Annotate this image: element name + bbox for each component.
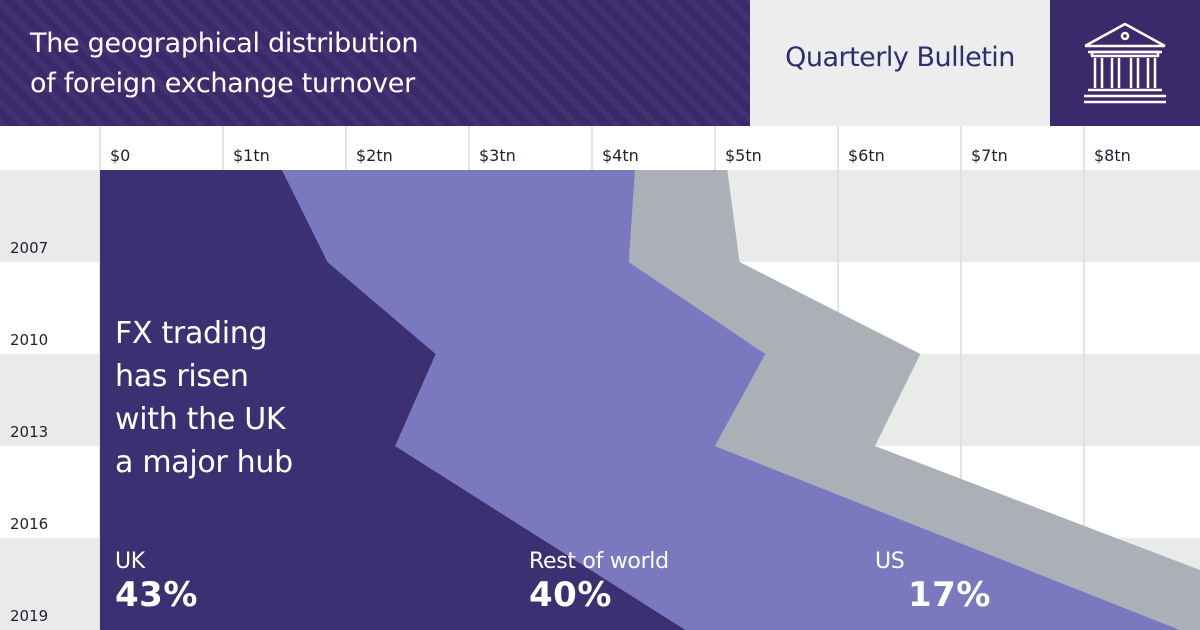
- rest-of-world-area: [282, 170, 1180, 630]
- us-share: 17%: [908, 575, 991, 615]
- title-line-1: The geographical distribution: [30, 28, 419, 59]
- row-name: Rest of world: [529, 549, 669, 574]
- x-tick-label: $3tn: [479, 146, 516, 165]
- x-tick-label: $7tn: [971, 146, 1008, 165]
- uk-area: [100, 170, 686, 630]
- row-share: 40%: [529, 575, 612, 615]
- uk-name: UK: [115, 549, 145, 574]
- publication-banner: Quarterly Bulletin: [750, 0, 1050, 126]
- x-tick-label: $2tn: [356, 146, 393, 165]
- y-category-label: 2013: [10, 423, 48, 441]
- us-area: [628, 170, 1200, 630]
- x-tick-label: $1tn: [233, 146, 270, 165]
- x-tick-label: $0: [110, 146, 130, 165]
- chart-title: The geographical distribution of foreign …: [30, 24, 419, 104]
- row-series-label: Rest of world 40%: [529, 549, 669, 615]
- title-banner: The geographical distribution of foreign …: [0, 0, 750, 126]
- y-category-label: 2019: [10, 607, 48, 625]
- bank-building-icon: [1084, 22, 1166, 104]
- headline-line-1: FX trading: [115, 316, 268, 351]
- x-tick-label: $5tn: [725, 146, 762, 165]
- headline-line-3: with the UK: [115, 402, 286, 437]
- title-line-2: of foreign exchange turnover: [30, 68, 415, 99]
- uk-share: 43%: [115, 575, 198, 615]
- y-category-label: 2010: [10, 331, 48, 349]
- publication-name: Quarterly Bulletin: [785, 42, 1015, 73]
- us-name: US: [875, 549, 905, 574]
- headline: FX trading has risen with the UK a major…: [115, 312, 375, 484]
- us-series-label: US 17%: [875, 549, 991, 615]
- headline-line-2: has risen: [115, 359, 249, 394]
- uk-series-label: UK 43%: [115, 549, 198, 615]
- y-category-label: 2007: [10, 239, 48, 257]
- headline-line-4: a major hub: [115, 445, 293, 480]
- logo-banner: [1050, 0, 1200, 126]
- y-category-label: 2016: [10, 515, 48, 533]
- x-tick-label: $8tn: [1094, 146, 1131, 165]
- x-tick-label: $6tn: [848, 146, 885, 165]
- x-tick-label: $4tn: [602, 146, 639, 165]
